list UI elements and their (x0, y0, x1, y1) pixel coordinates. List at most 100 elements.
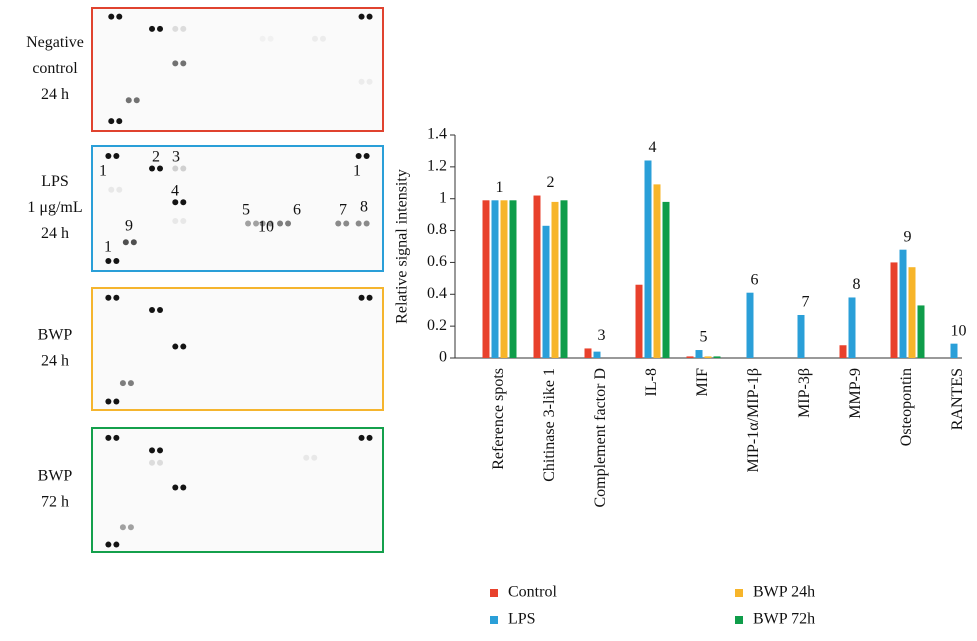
bar-annotation: 3 (598, 327, 606, 344)
spot-number: 4 (171, 183, 179, 200)
blot-spot (149, 25, 156, 32)
bar (653, 184, 661, 358)
y-tick-label: 0.6 (427, 253, 447, 270)
bar (917, 305, 925, 358)
blot-spot (130, 239, 137, 246)
blot-spot (105, 153, 112, 159)
blot-spot (149, 459, 156, 466)
blot-spot (343, 220, 350, 227)
blot-spot (277, 220, 284, 227)
blot-spot (105, 434, 112, 441)
spot-number: 8 (360, 199, 368, 216)
spot-number: 5 (242, 202, 250, 219)
blot-spot (358, 434, 365, 441)
blot-panel (91, 7, 384, 132)
blot-spot (366, 434, 373, 441)
spot-number: 10 (258, 219, 274, 236)
bar (662, 201, 670, 358)
blot-spot (366, 78, 373, 85)
blot-spot (119, 380, 126, 387)
blot-spot (358, 294, 365, 301)
blot-spot (113, 398, 120, 405)
blot-spot (127, 524, 134, 531)
blot-spot (180, 25, 187, 32)
blot-spot (363, 220, 370, 227)
blot-spot (105, 294, 112, 301)
blot-spot (259, 220, 266, 227)
bar-annotation: 10 (951, 322, 967, 339)
x-tick-label: IL-8 (643, 368, 660, 396)
blot-spot (366, 294, 373, 301)
bar (509, 200, 517, 358)
blot-spot (116, 186, 123, 193)
legend-label: Control (508, 584, 557, 601)
spot-number: 6 (293, 202, 301, 219)
blot-spot (113, 541, 120, 548)
blot-spot (363, 153, 370, 159)
y-tick-label: 0.8 (427, 221, 447, 238)
blot-spot (245, 220, 252, 227)
blot-spot (113, 258, 120, 264)
panel-label: 24 h (41, 86, 69, 103)
blot-spot (116, 118, 123, 125)
blot-spot (319, 35, 326, 42)
bar-annotation: 5 (700, 329, 708, 346)
y-tick-label: 1.4 (427, 126, 447, 143)
panel-label: 24 h (41, 353, 69, 370)
blot-spot (172, 199, 179, 206)
blot-spot (172, 165, 179, 172)
x-tick-label: RANTES (949, 368, 966, 430)
blot-spot (122, 239, 129, 246)
blot-spot (108, 118, 115, 125)
blot-spot (116, 13, 123, 20)
blot-spot (108, 186, 115, 193)
bar (584, 348, 592, 358)
bar (491, 200, 499, 358)
spot-number: 1 (104, 239, 112, 256)
blot-spot (149, 165, 156, 172)
panel-label: 1 μg/mL (27, 199, 82, 216)
bar (848, 297, 856, 358)
blot-spot (105, 258, 112, 264)
bar (593, 351, 601, 358)
legend-swatch (490, 589, 498, 597)
spot-number: 7 (339, 202, 347, 219)
blot-spot (172, 343, 179, 350)
blot-spot (157, 447, 164, 454)
panel-label: BWP (38, 327, 73, 344)
blot-spot (157, 306, 164, 313)
blot-spot (180, 165, 187, 172)
x-tick-label: Reference spots (490, 368, 507, 470)
bar-annotation: 9 (904, 228, 912, 245)
blot-spot (113, 153, 120, 159)
y-tick-label: 1.2 (427, 158, 447, 175)
legend-label: LPS (508, 611, 536, 628)
panel-label: 24 h (41, 225, 69, 242)
x-tick-label: Osteopontin (898, 368, 915, 446)
y-tick-label: 0.2 (427, 317, 447, 334)
blot-spot (127, 380, 134, 387)
blot-spot (355, 153, 362, 159)
blot-spot (180, 218, 187, 224)
blot-spot (180, 484, 187, 491)
bar (908, 267, 916, 358)
blot-spot (267, 220, 274, 227)
spot-number: 1 (99, 163, 107, 180)
blot-spot (366, 13, 373, 20)
bar (560, 200, 568, 358)
blot-panel (91, 145, 384, 272)
blot-spot (157, 165, 164, 172)
panel-label: LPS (41, 173, 69, 190)
blot-spot (303, 454, 310, 461)
y-tick-label: 0.4 (427, 285, 447, 302)
blot-spot (335, 220, 342, 227)
blot-spot (355, 220, 362, 227)
bar (704, 356, 712, 358)
bar (542, 225, 550, 358)
blot-spot (267, 35, 274, 42)
blot-spot (133, 97, 140, 104)
legend-label: BWP 72h (753, 611, 815, 628)
bar-annotation: 4 (649, 139, 657, 156)
bar (686, 356, 694, 358)
